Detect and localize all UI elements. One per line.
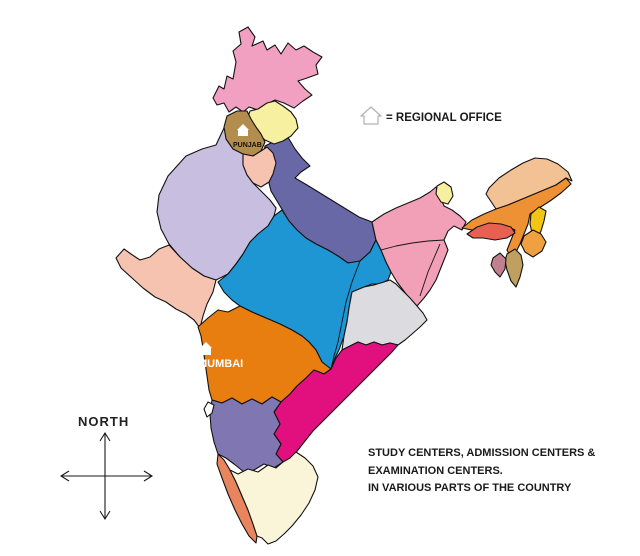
region-meghalaya [466,222,516,241]
mumbai-office-icon [200,342,212,355]
compass: NORTH [59,414,154,521]
punjab-office-label: PUNJAB [233,142,262,149]
border-jharkhand-west-bengal [419,243,441,297]
compass-arrow-south [99,510,111,521]
region-gujarat [115,244,217,329]
compass-arrow-east [143,470,154,482]
region-goa [203,401,215,418]
region-tamil-nadu [229,451,319,545]
region-manipur [520,229,547,258]
region-tripura [490,252,507,278]
region-jammu-kashmir [212,26,323,113]
border-mp-chhattisgarh [330,260,361,370]
border-bihar-jharkhand [380,239,445,251]
region-mizoram [504,248,524,288]
punjab-office-icon [237,124,249,136]
compass-arrow-north [99,431,111,442]
caption: STUDY CENTERS, ADMISSION CENTERS & EXAMI… [368,447,595,494]
legend: = REGIONAL OFFICE [360,106,502,125]
compass-north-label: NORTH [78,414,129,429]
region-andhra-pradesh [273,341,399,463]
caption-line-3: IN VARIOUS PARTS OF THE COUNTRY [368,482,572,494]
region-sikkim [435,181,454,205]
region-haryana [242,146,277,188]
compass-arrow-west [59,470,70,482]
compass-cross [62,434,151,518]
legend-label: = REGIONAL OFFICE [386,112,502,124]
mumbai-office-label: MUMBAI [198,358,243,370]
caption-line-1: STUDY CENTERS, ADMISSION CENTERS & [368,447,595,459]
caption-line-2: EXAMINATION CENTERS. [368,465,503,477]
regional-office-legend-icon [360,106,382,125]
